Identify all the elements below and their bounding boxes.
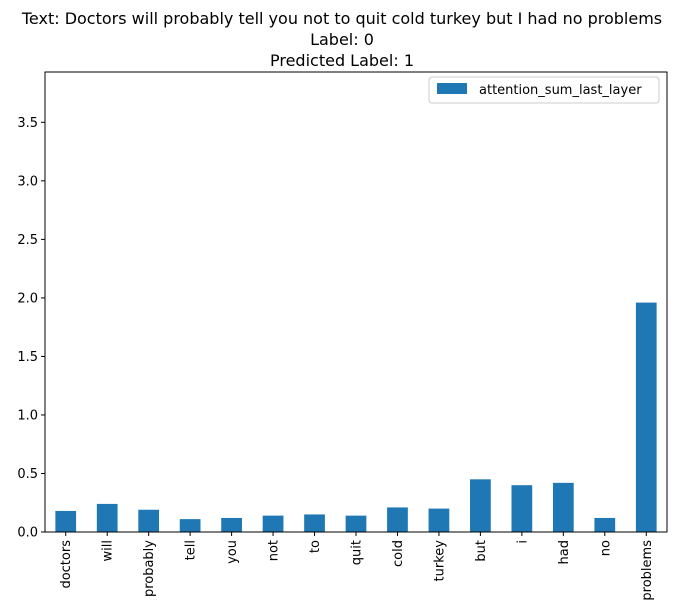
y-tick-label: 0.0: [17, 526, 38, 541]
bar-cold: [387, 507, 408, 532]
x-tick-label-will: will: [101, 540, 116, 561]
legend-swatch: [437, 83, 467, 94]
y-tick-label: 3.5: [17, 116, 38, 131]
bar-not: [262, 515, 284, 532]
legend-label: attention_sum_last_layer: [479, 83, 642, 98]
y-tick-label: 1.0: [17, 408, 38, 423]
x-tick-label-tell: tell: [184, 540, 199, 560]
title-line-1: Text: Doctors will probably tell you not…: [21, 9, 662, 28]
x-tick-label-i: i: [515, 540, 530, 544]
x-tick-label-turkey: turkey: [432, 540, 447, 582]
bar-will: [96, 503, 118, 532]
x-tick-label-problems: problems: [640, 540, 655, 601]
y-axis-ticks: 0.0 0.5 1.0 1.5 2.0 2.5 3.0 3.5: [17, 116, 45, 541]
bar-tell: [179, 519, 201, 532]
chart-title: Text: Doctors will probably tell you not…: [21, 9, 662, 70]
x-tick-label-to: to: [308, 540, 323, 553]
y-tick-label: 1.5: [17, 350, 38, 365]
legend: attention_sum_last_layer: [428, 76, 660, 104]
y-tick-label: 3.0: [17, 174, 38, 189]
plot-frame: [44, 71, 668, 533]
x-tick-label-not: not: [267, 540, 282, 561]
x-tick-label-no: no: [598, 540, 613, 556]
bar-probably: [138, 509, 160, 532]
bar-turkey: [428, 508, 450, 532]
bar-no: [594, 517, 616, 532]
bar-you: [221, 517, 242, 532]
legend-box: [428, 76, 660, 104]
x-tick-label-cold: cold: [391, 540, 406, 567]
title-line-2: Label: 0: [310, 30, 374, 49]
x-tick-label-doctors: doctors: [59, 540, 74, 589]
x-tick-label-quit: quit: [350, 540, 365, 565]
bar-to: [304, 514, 325, 532]
bar-but: [470, 479, 491, 532]
bar-doctors: [55, 510, 77, 532]
x-axis-ticks: doctors will probably tell you not to quit cold t…: [59, 532, 655, 601]
bars: [55, 302, 657, 532]
y-tick-label: 2.0: [17, 291, 38, 306]
y-tick-label: 0.5: [17, 467, 38, 482]
x-tick-label-you: you: [225, 540, 240, 564]
x-tick-label-but: but: [474, 540, 489, 562]
bar-had: [552, 482, 574, 532]
bar-quit: [345, 515, 367, 532]
bar-i: [511, 485, 533, 532]
title-line-3: Predicted Label: 1: [270, 51, 414, 70]
y-tick-label: 2.5: [17, 233, 38, 248]
x-tick-label-probably: probably: [142, 540, 157, 597]
x-tick-label-had: had: [557, 540, 572, 564]
bar-problems: [635, 302, 657, 532]
